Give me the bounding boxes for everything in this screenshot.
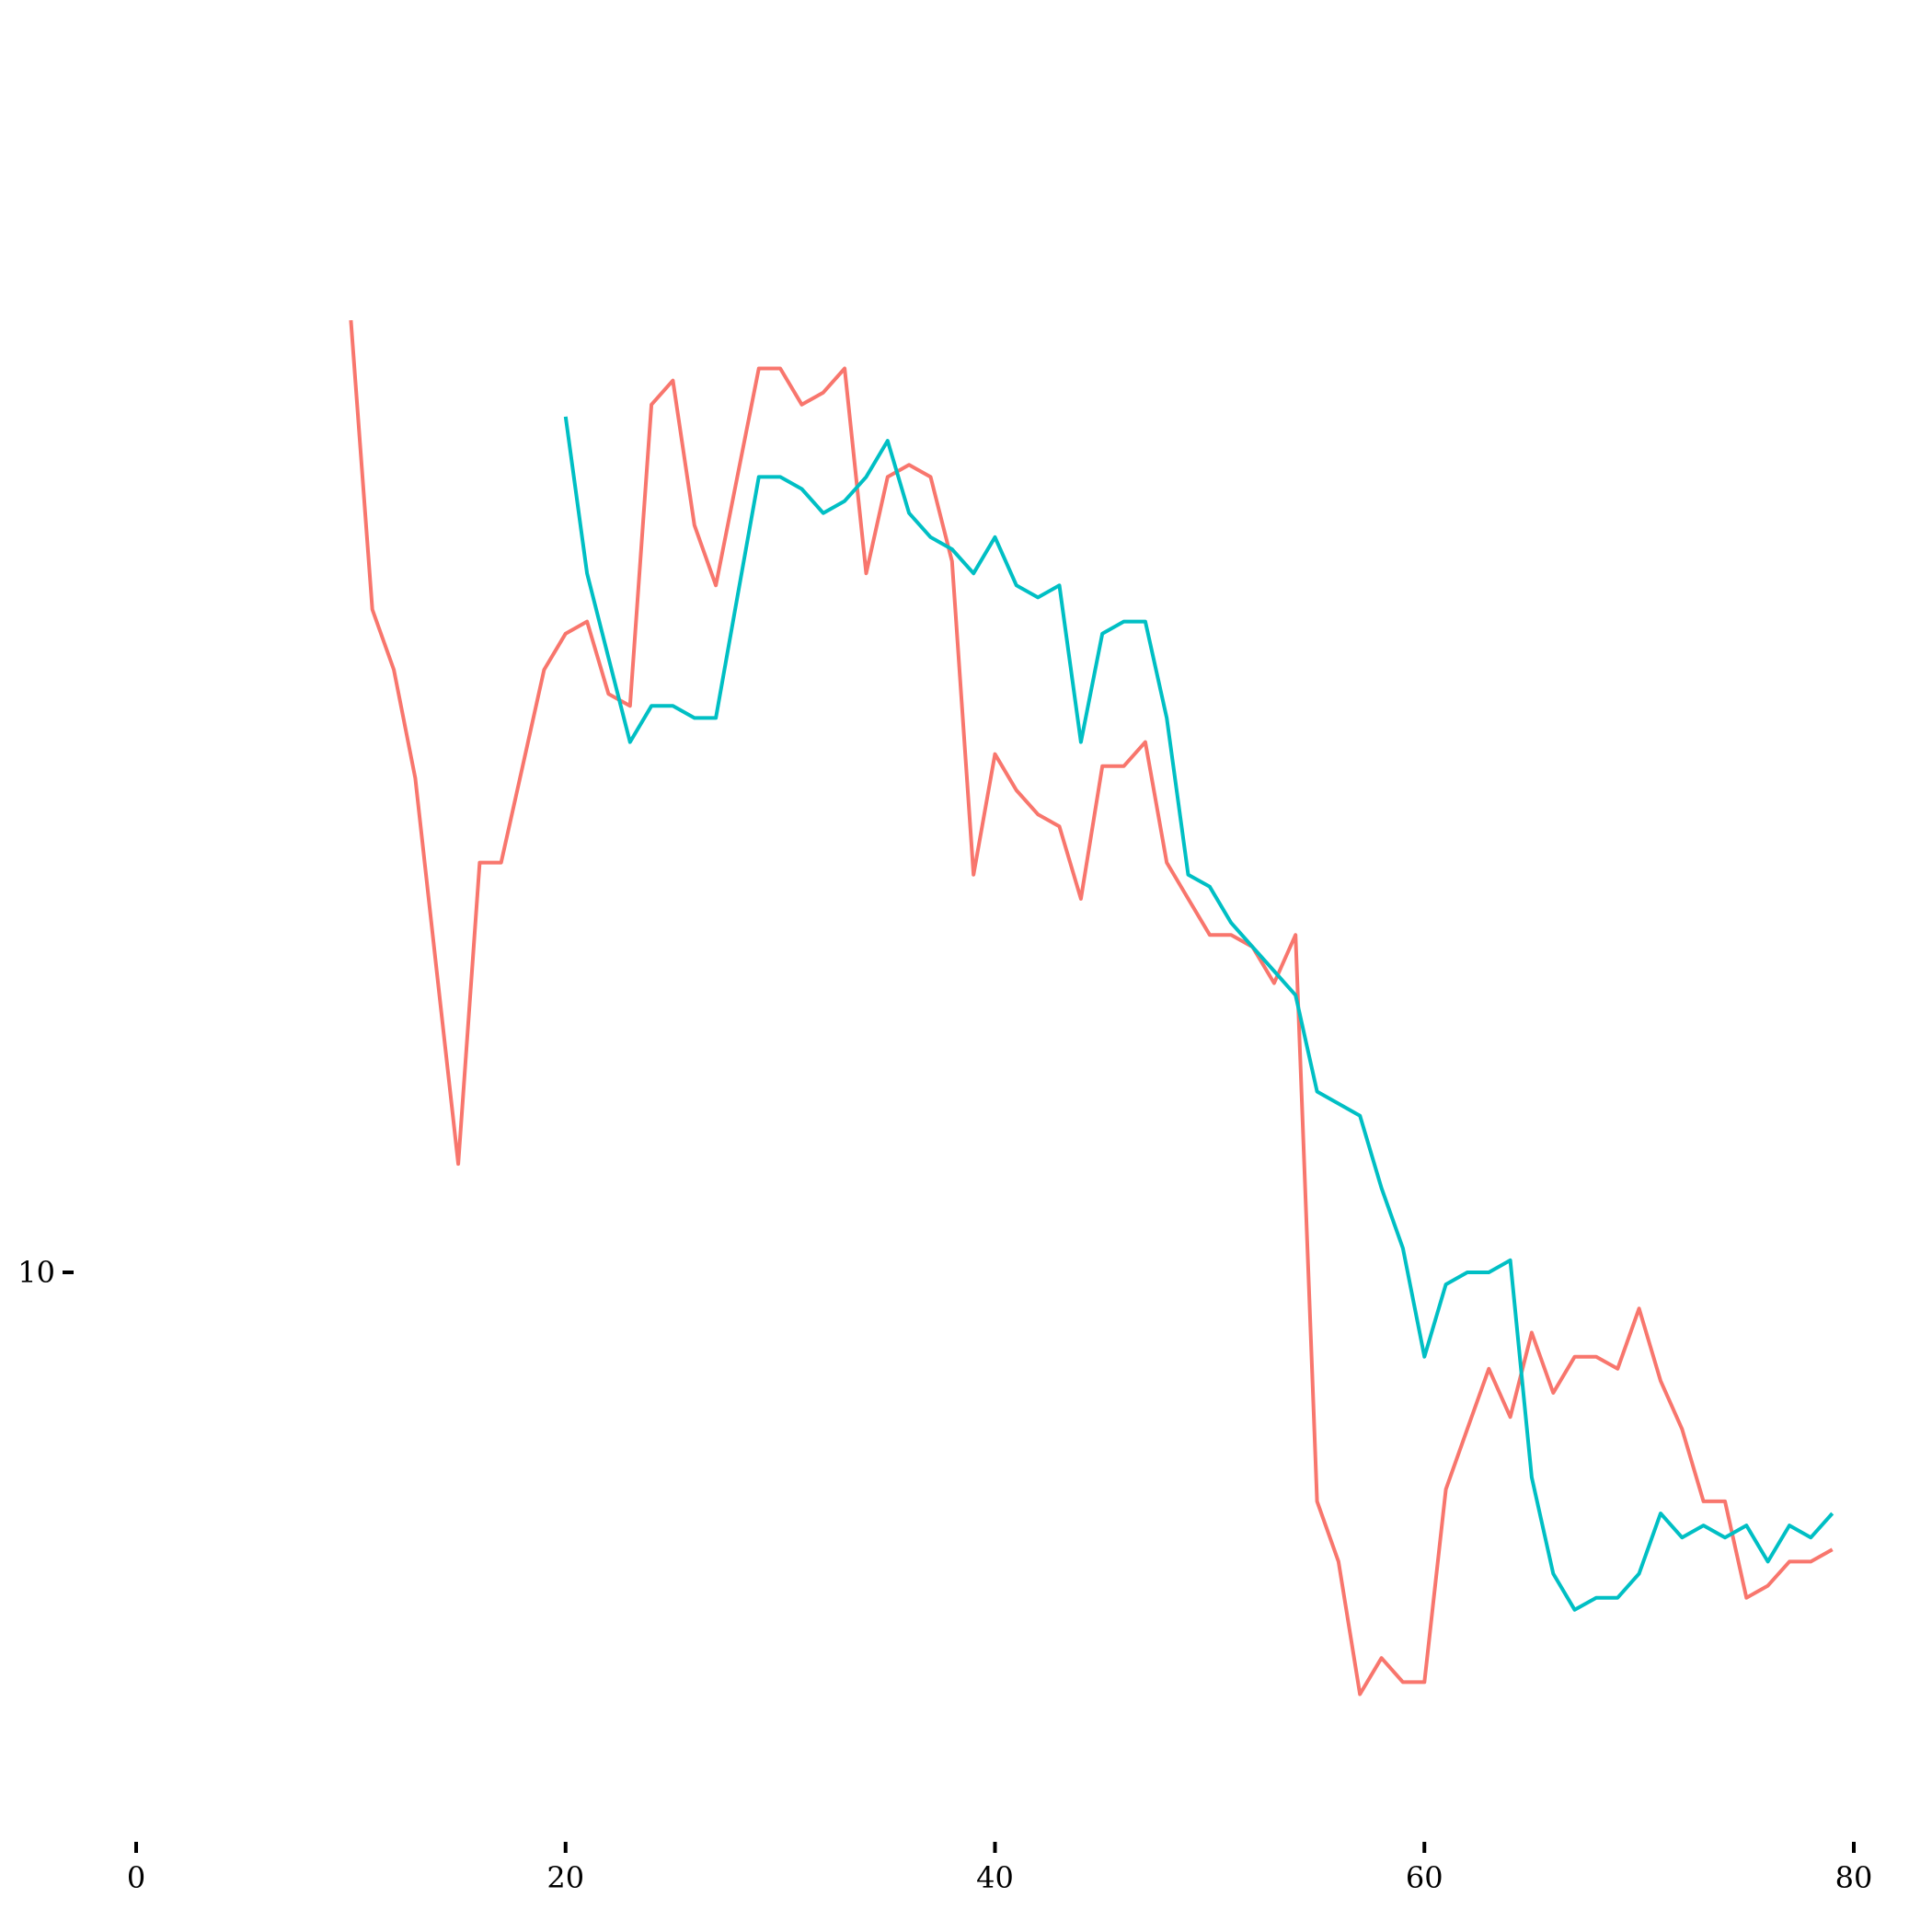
series-line-2 — [563, 416, 1834, 1612]
x-axis: 0 20 40 60 80 — [127, 1842, 1873, 1895]
x-tick-label: 0 — [127, 1860, 145, 1895]
x-tick-label: 60 — [1406, 1860, 1443, 1895]
x-tick-label: 80 — [1835, 1860, 1873, 1895]
series-lines — [349, 319, 1834, 1696]
x-tick-label: 20 — [546, 1860, 584, 1895]
y-axis: 10 — [17, 1255, 74, 1290]
y-tick-label: 10 — [17, 1255, 55, 1290]
series-line-1 — [349, 319, 1834, 1696]
x-tick-label: 40 — [976, 1860, 1014, 1895]
